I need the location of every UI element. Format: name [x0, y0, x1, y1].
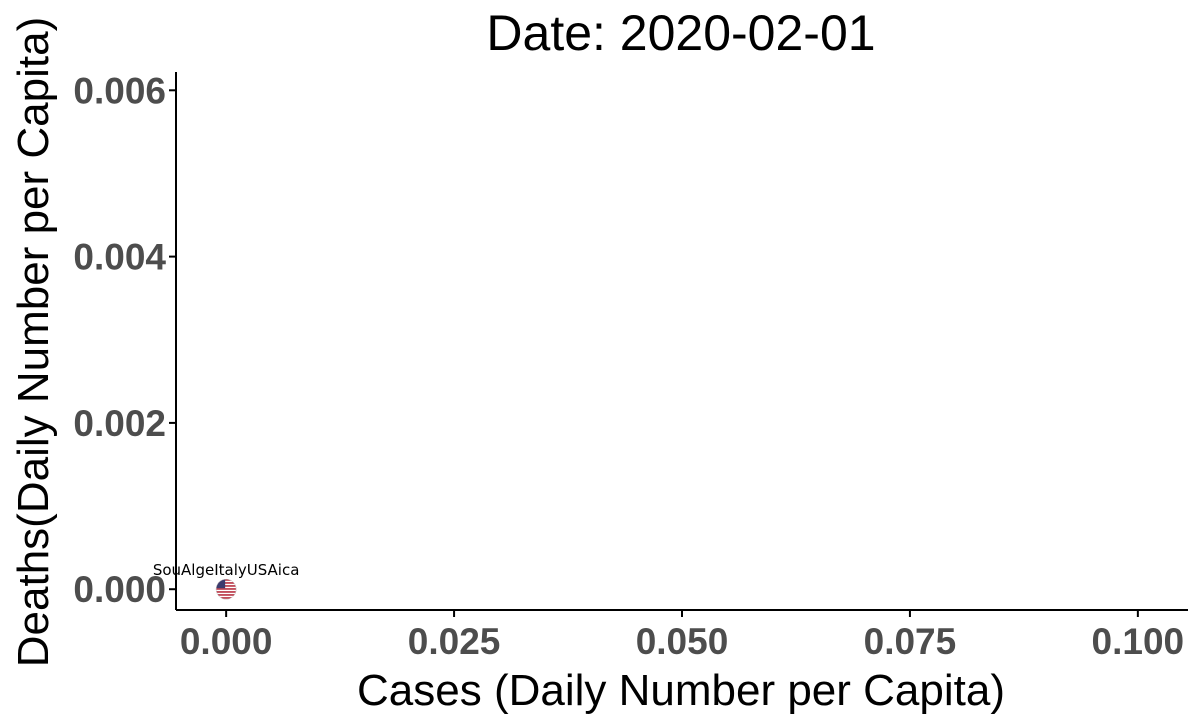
point-labels: SouΑlgeItalyUSAica	[153, 561, 300, 579]
data-points: SouΑlgeItalyUSAica	[153, 561, 300, 600]
y-tick-label: 0.000	[73, 569, 166, 610]
y-tick-label: 0.006	[73, 70, 166, 111]
y-axis-title: Deaths(Daily Number per Capita)	[9, 17, 58, 667]
x-tick-label: 0.000	[180, 621, 273, 662]
flag-icon	[216, 579, 237, 600]
y-tick-label: 0.004	[73, 237, 166, 278]
data-point	[215, 578, 237, 600]
x-tick-label: 0.025	[408, 621, 501, 662]
y-axis: 0.000 0.002 0.004 0.006	[73, 70, 177, 610]
chart-title: Date: 2020-02-01	[486, 5, 875, 61]
x-tick-label: 0.100	[1092, 621, 1185, 662]
y-tick-label: 0.002	[73, 403, 166, 444]
x-axis-title: Cases (Daily Number per Capita)	[357, 666, 1005, 715]
x-tick-label: 0.075	[864, 621, 957, 662]
x-axis: 0.000 0.025 0.050 0.075 0.100	[176, 609, 1188, 662]
x-tick-label: 0.050	[636, 621, 729, 662]
